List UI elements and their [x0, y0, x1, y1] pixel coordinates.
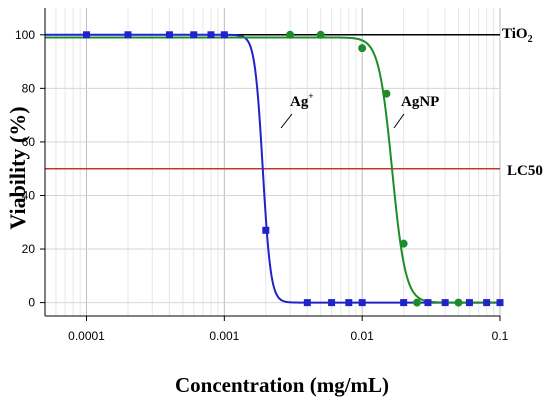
y-tick-label: 60: [22, 135, 36, 149]
data-point-series-0: [441, 299, 449, 307]
x-axis-title: Concentration (mg/mL): [175, 373, 389, 397]
y-tick-label: 40: [22, 188, 36, 202]
data-points-layer: [82, 30, 504, 307]
series-pointer-agnp: [393, 113, 405, 129]
x-tick-label: 0.0001: [68, 329, 105, 343]
series-label-ag-ion: Ag+: [290, 91, 313, 110]
y-tick-label: 0: [28, 296, 35, 310]
data-point-series-0: [496, 299, 504, 307]
data-point-series-0: [465, 299, 473, 307]
y-tick-label: 80: [22, 81, 36, 95]
data-point-series-1: [382, 89, 391, 98]
data-point-series-1: [454, 298, 463, 307]
data-point-series-1: [358, 44, 367, 53]
grid-layer: [44, 8, 501, 316]
data-point-series-0: [328, 299, 336, 307]
series-label-agnp: AgNP: [401, 94, 439, 110]
fit-curve-1: [45, 36, 500, 304]
x-tick-label: 0.001: [209, 329, 239, 343]
y-tick-labels: 0 20 40 60 80 100: [15, 28, 35, 310]
data-point-series-1: [316, 30, 325, 39]
reference-label-lc50: LC50: [507, 163, 543, 179]
data-point-series-0: [424, 299, 432, 307]
data-point-series-0: [165, 31, 173, 39]
y-tick-label: 100: [15, 28, 35, 42]
x-tick-labels: 0.0001 0.001 0.01 0.1: [68, 329, 509, 343]
fit-curve-0: [45, 33, 500, 304]
data-point-series-0: [345, 299, 353, 307]
x-tick-label: 0.01: [350, 329, 374, 343]
data-point-series-1: [399, 239, 408, 248]
data-point-series-0: [82, 31, 90, 39]
data-point-series-0: [400, 299, 408, 307]
data-point-series-0: [262, 226, 270, 234]
data-point-series-1: [286, 30, 295, 39]
y-axis-title: Viability (%): [5, 106, 30, 229]
data-point-series-0: [190, 31, 198, 39]
data-point-series-1: [413, 298, 422, 307]
data-point-series-0: [358, 299, 366, 307]
series-pointer-ag-ion: [280, 113, 293, 129]
data-point-series-0: [207, 31, 215, 39]
y-tick-label: 20: [22, 242, 36, 256]
data-point-series-0: [124, 31, 132, 39]
axis-frame-layer: [40, 8, 501, 321]
data-point-series-0: [483, 299, 491, 307]
x-tick-label: 0.1: [492, 329, 509, 343]
fit-curves-layer: [45, 33, 500, 304]
data-point-series-0: [220, 31, 228, 39]
data-point-series-0: [303, 299, 311, 307]
reference-label-tio2: TiO2: [502, 26, 533, 45]
